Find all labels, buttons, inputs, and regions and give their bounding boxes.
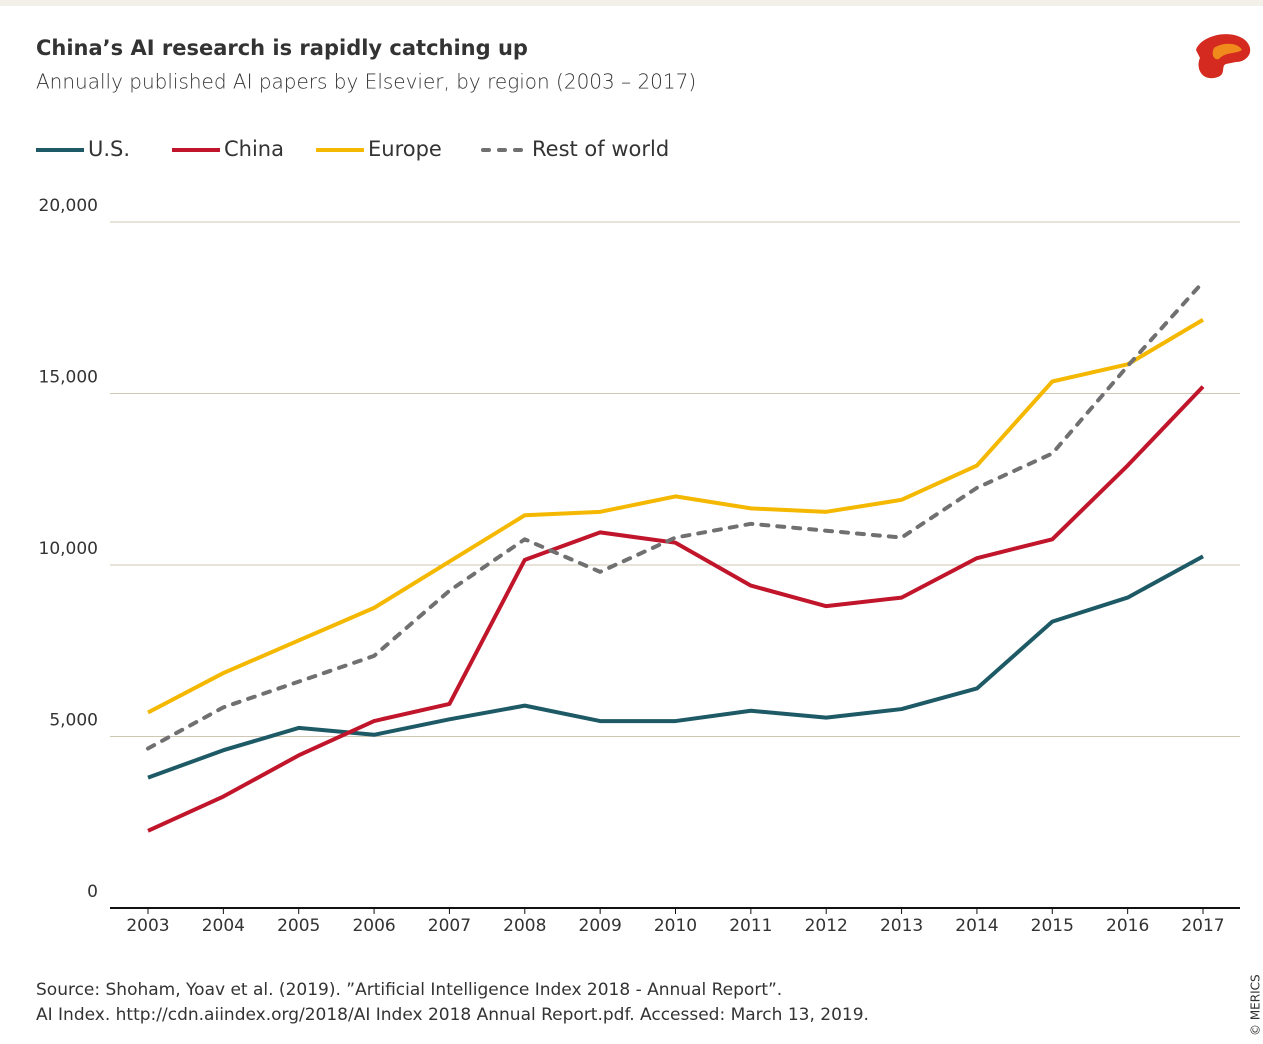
x-tick-label: 2014 [955,916,998,936]
x-tick-label: 2013 [880,916,923,936]
source-line: Source: Shoham, Yoav et al. (2019). ”Art… [36,980,782,1000]
legend-label: Europe [368,137,442,161]
top-strip [0,0,1263,6]
legend-label: China [224,137,284,161]
chart-subtitle: Annually published AI papers by Elsevier… [36,70,696,94]
chart-title: China’s AI research is rapidly catching … [36,36,528,60]
x-tick-label: 2003 [126,916,169,936]
series-line [147,318,1205,715]
x-tick-label: 2008 [503,916,546,936]
x-tick-label: 2012 [805,916,848,936]
x-tick-label: 2015 [1031,916,1074,936]
y-tick-label: 0 [87,882,98,902]
x-tick-label: 2011 [729,916,772,936]
logo [1196,34,1251,79]
x-tick-label: 2007 [428,916,471,936]
credit: © MERICS [1249,974,1263,1036]
x-tick-label: 2006 [352,916,395,936]
y-tick-label: 15,000 [39,368,98,388]
legend-label: U.S. [88,137,130,161]
y-tick-label: 5,000 [49,711,98,731]
x-tick-label: 2017 [1181,916,1224,936]
source-line: AI Index. http://cdn.aiindex.org/2018/AI… [36,1005,869,1025]
x-tick-label: 2009 [579,916,622,936]
x-tick-label: 2010 [654,916,697,936]
x-tick-label: 2005 [277,916,320,936]
x-tick-label: 2004 [202,916,245,936]
series-line [146,280,1205,751]
y-tick-label: 20,000 [39,196,98,216]
y-tick-label: 10,000 [39,539,98,559]
legend-label: Rest of world [532,137,669,161]
x-tick-label: 2016 [1106,916,1149,936]
series-line [147,385,1205,833]
series-line [147,554,1204,780]
